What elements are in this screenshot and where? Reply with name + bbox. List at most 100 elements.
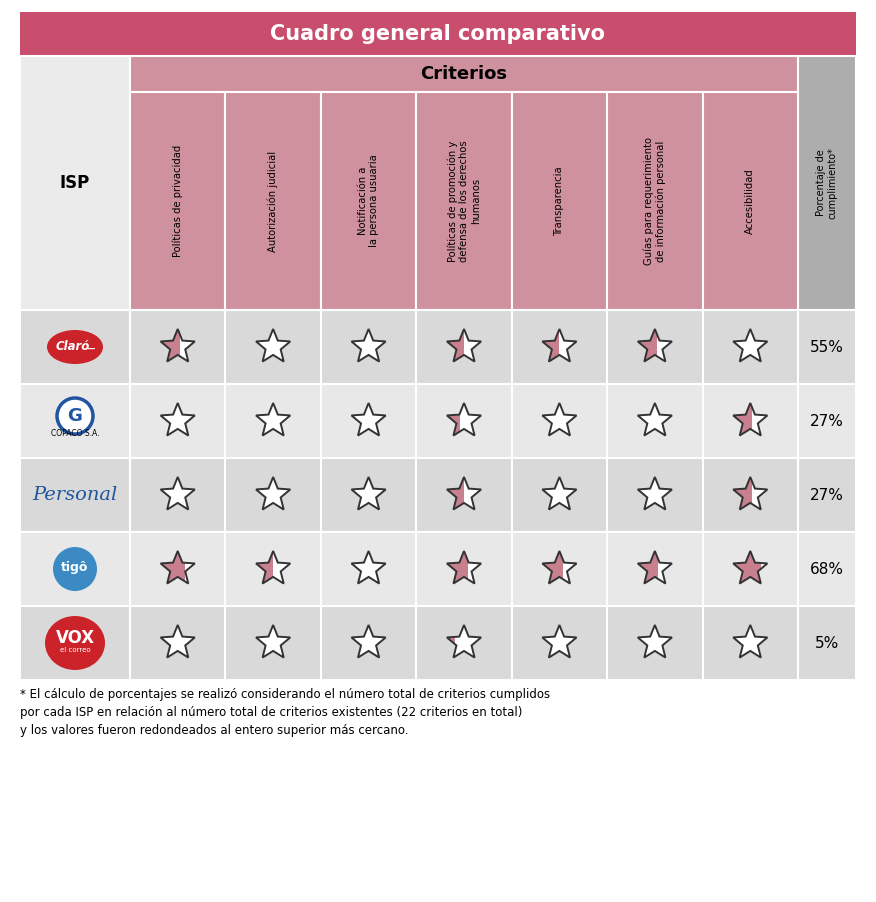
FancyBboxPatch shape (512, 458, 607, 532)
FancyBboxPatch shape (703, 458, 798, 532)
Text: Políticas de privacidad: Políticas de privacidad (173, 145, 183, 257)
Text: Accesibilidad: Accesibilidad (745, 168, 755, 234)
Text: Porcentaje de
cumplimiento*: Porcentaje de cumplimiento* (816, 147, 837, 219)
Polygon shape (638, 625, 672, 658)
FancyBboxPatch shape (416, 458, 512, 532)
FancyBboxPatch shape (798, 458, 856, 532)
Polygon shape (160, 551, 194, 584)
Polygon shape (160, 477, 194, 510)
Polygon shape (733, 551, 767, 584)
FancyBboxPatch shape (607, 532, 703, 606)
Polygon shape (447, 403, 481, 436)
Polygon shape (542, 477, 576, 510)
Polygon shape (351, 329, 385, 362)
FancyBboxPatch shape (512, 92, 607, 310)
FancyBboxPatch shape (225, 310, 321, 384)
Polygon shape (447, 329, 481, 362)
FancyBboxPatch shape (130, 606, 225, 680)
FancyBboxPatch shape (321, 92, 416, 310)
Polygon shape (638, 329, 672, 362)
Text: 68%: 68% (810, 562, 844, 576)
Text: el correo: el correo (60, 647, 90, 653)
FancyBboxPatch shape (20, 12, 856, 56)
Circle shape (53, 547, 97, 591)
Polygon shape (256, 477, 290, 510)
FancyBboxPatch shape (20, 458, 130, 532)
Polygon shape (638, 551, 672, 584)
Text: 55%: 55% (810, 339, 844, 354)
Text: COPACO S.A.: COPACO S.A. (51, 429, 99, 438)
Text: Transparencia: Transparencia (555, 166, 564, 235)
Polygon shape (447, 477, 481, 510)
Polygon shape (160, 329, 194, 362)
Text: * El cálculo de porcentajes se realizó considerando el número total de criterios: * El cálculo de porcentajes se realizó c… (20, 688, 550, 737)
Polygon shape (256, 551, 290, 584)
Polygon shape (160, 551, 194, 584)
FancyBboxPatch shape (607, 458, 703, 532)
Text: Guías para requerimiento
de información personal: Guías para requerimiento de información … (644, 137, 667, 265)
FancyBboxPatch shape (416, 92, 512, 310)
FancyBboxPatch shape (225, 606, 321, 680)
Polygon shape (447, 625, 481, 658)
FancyBboxPatch shape (512, 384, 607, 458)
FancyBboxPatch shape (416, 310, 512, 384)
FancyBboxPatch shape (798, 384, 856, 458)
FancyBboxPatch shape (20, 56, 130, 310)
FancyBboxPatch shape (416, 532, 512, 606)
Polygon shape (542, 551, 576, 584)
Text: Criterios: Criterios (420, 65, 507, 83)
Text: Autorización judicial: Autorización judicial (268, 151, 279, 252)
FancyBboxPatch shape (130, 384, 225, 458)
FancyBboxPatch shape (321, 532, 416, 606)
Polygon shape (447, 551, 481, 584)
FancyBboxPatch shape (798, 310, 856, 384)
FancyBboxPatch shape (225, 92, 321, 310)
Polygon shape (638, 403, 672, 436)
FancyBboxPatch shape (512, 606, 607, 680)
Polygon shape (256, 625, 290, 658)
Text: —: — (87, 345, 95, 354)
FancyBboxPatch shape (130, 56, 798, 92)
Polygon shape (733, 625, 767, 658)
Polygon shape (542, 329, 576, 362)
Polygon shape (542, 403, 576, 436)
Polygon shape (733, 551, 767, 584)
Text: 27%: 27% (810, 413, 844, 428)
FancyBboxPatch shape (130, 92, 225, 310)
Polygon shape (733, 329, 767, 362)
FancyBboxPatch shape (20, 532, 130, 606)
Polygon shape (256, 551, 290, 584)
Polygon shape (542, 625, 576, 658)
Polygon shape (733, 477, 767, 510)
Polygon shape (447, 551, 481, 584)
Polygon shape (733, 403, 767, 436)
Text: Políticas de promoción y
defensa de los derechos
humanos: Políticas de promoción y defensa de los … (447, 140, 481, 262)
Polygon shape (447, 403, 481, 436)
FancyBboxPatch shape (512, 310, 607, 384)
Polygon shape (638, 551, 672, 584)
FancyBboxPatch shape (20, 384, 130, 458)
Text: Notificación a
la persona usuaria: Notificación a la persona usuaria (357, 154, 379, 247)
Polygon shape (542, 551, 576, 584)
Polygon shape (256, 403, 290, 436)
FancyBboxPatch shape (607, 310, 703, 384)
Text: tigô: tigô (61, 562, 88, 575)
FancyBboxPatch shape (20, 310, 130, 384)
Circle shape (57, 398, 93, 434)
Polygon shape (351, 403, 385, 436)
Polygon shape (160, 477, 194, 510)
Polygon shape (351, 551, 385, 584)
Polygon shape (160, 403, 194, 436)
Polygon shape (733, 329, 767, 362)
FancyBboxPatch shape (321, 606, 416, 680)
Ellipse shape (47, 330, 103, 364)
FancyBboxPatch shape (225, 384, 321, 458)
Polygon shape (447, 625, 481, 658)
FancyBboxPatch shape (130, 458, 225, 532)
Polygon shape (733, 403, 767, 436)
FancyBboxPatch shape (130, 532, 225, 606)
Polygon shape (447, 477, 481, 510)
Polygon shape (256, 329, 290, 362)
FancyBboxPatch shape (416, 606, 512, 680)
Polygon shape (638, 477, 672, 510)
